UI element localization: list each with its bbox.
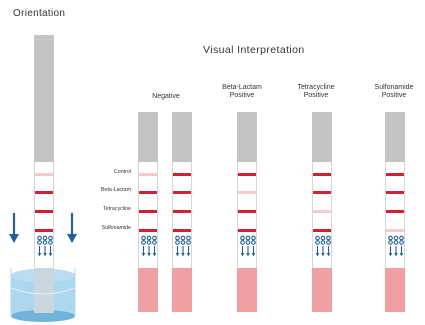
- strip-sample-pad: [312, 268, 332, 312]
- band-control: [173, 173, 191, 177]
- band-sulfonamide: [35, 229, 53, 233]
- band-tetracycline: [139, 210, 157, 214]
- strip-sample-pad: [237, 268, 257, 312]
- band-sulfonamide: [173, 229, 191, 233]
- test-strip-negative-1: [138, 112, 158, 312]
- band-sulfonamide: [139, 229, 157, 233]
- strip-handle: [138, 112, 158, 162]
- band-beta-lactam: [238, 191, 256, 195]
- band-tetracycline: [173, 210, 191, 214]
- strip-result-window: [172, 162, 192, 232]
- flow-arrows-icon: [315, 235, 331, 257]
- band-control: [139, 173, 157, 177]
- strip-flow-pad: [34, 232, 54, 268]
- band-beta-lactam: [386, 191, 404, 195]
- flow-arrows-icon: [175, 235, 191, 257]
- flow-arrows-icon: [240, 235, 256, 257]
- flow-arrows-icon: [141, 235, 157, 257]
- strip-flow-pad: [237, 232, 257, 268]
- band-beta-lactam: [139, 191, 157, 195]
- column-header-tetracycline: Tetracycline Positive: [297, 84, 335, 99]
- strip-flow-pad: [172, 232, 192, 268]
- flow-arrows-icon: [388, 235, 404, 257]
- left-down-arrow-icon: [9, 213, 19, 243]
- strip-result-window: [385, 162, 405, 232]
- band-control: [35, 173, 53, 177]
- strip-handle: [34, 35, 54, 162]
- strip-sample-pad: [385, 268, 405, 312]
- column-header-sulfonamide: Sulfonamide Positive: [374, 84, 414, 99]
- strip-result-window: [237, 162, 257, 232]
- band-tetracycline: [35, 210, 53, 214]
- strip-result-window: [138, 162, 158, 232]
- band-beta-lactam: [173, 191, 191, 195]
- strip-handle: [385, 112, 405, 162]
- strip-result-window: [312, 162, 332, 232]
- strip-flow-pad: [138, 232, 158, 268]
- band-tetracycline: [386, 210, 404, 214]
- flow-arrows-icon: [37, 235, 53, 257]
- column-header-beta-lactam: Beta-Lactam Positive: [222, 84, 262, 99]
- band-control: [313, 173, 331, 177]
- strip-result-window: [34, 162, 54, 232]
- row-label-sulfonamide: Sulfonamide: [101, 225, 131, 231]
- row-label-beta-lactam: Beta-Lactam: [100, 187, 131, 193]
- test-strip-tetracycline-positive: [312, 112, 332, 312]
- band-sulfonamide: [238, 229, 256, 233]
- test-strip-sulfonamide-positive: [385, 112, 405, 312]
- row-label-control: Control: [113, 169, 131, 175]
- band-tetracycline: [238, 210, 256, 214]
- band-tetracycline: [313, 210, 331, 214]
- band-control: [386, 173, 404, 177]
- strip-handle: [172, 112, 192, 162]
- strip-handle: [237, 112, 257, 162]
- test-strip-negative-2: [172, 112, 192, 312]
- strip-sample-pad: [172, 268, 192, 312]
- band-sulfonamide: [313, 229, 331, 233]
- band-beta-lactam: [35, 191, 53, 195]
- test-strip-beta-lactam-positive: [237, 112, 257, 312]
- band-sulfonamide: [386, 229, 404, 233]
- strip-flow-pad: [385, 232, 405, 268]
- orientation-title: Orientation: [13, 8, 66, 19]
- strip-flow-pad: [312, 232, 332, 268]
- band-control: [238, 173, 256, 177]
- right-down-arrow-icon: [67, 213, 77, 243]
- visual-interpretation-title: Visual Interpretation: [203, 44, 305, 56]
- row-label-tetracycline: Tetracycline: [103, 206, 131, 212]
- column-header-negative: Negative: [152, 93, 180, 100]
- band-beta-lactam: [313, 191, 331, 195]
- strip-sample-pad: [138, 268, 158, 312]
- strip-handle: [312, 112, 332, 162]
- strip-sample-pad: [34, 268, 54, 313]
- test-strip-orientation: [34, 35, 54, 313]
